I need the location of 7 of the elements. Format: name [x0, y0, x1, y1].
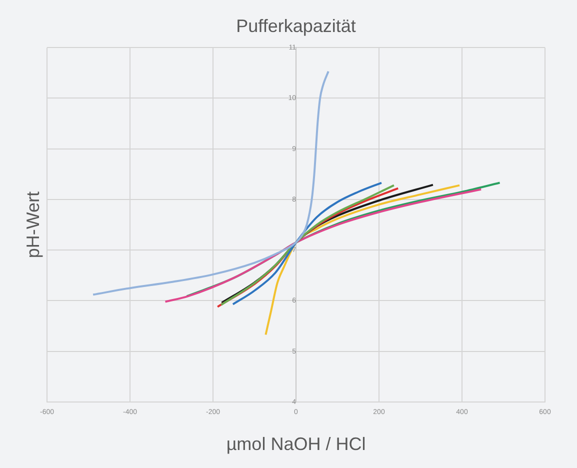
line-series [164, 188, 482, 303]
line-series [232, 182, 382, 306]
chart-title: Pufferkapazität [236, 16, 356, 36]
y-axis-title: pH-Wert [22, 191, 43, 258]
x-axis-title: µmol NaOH / HCl [226, 434, 366, 454]
line-series [264, 184, 461, 336]
line-series [92, 70, 330, 296]
